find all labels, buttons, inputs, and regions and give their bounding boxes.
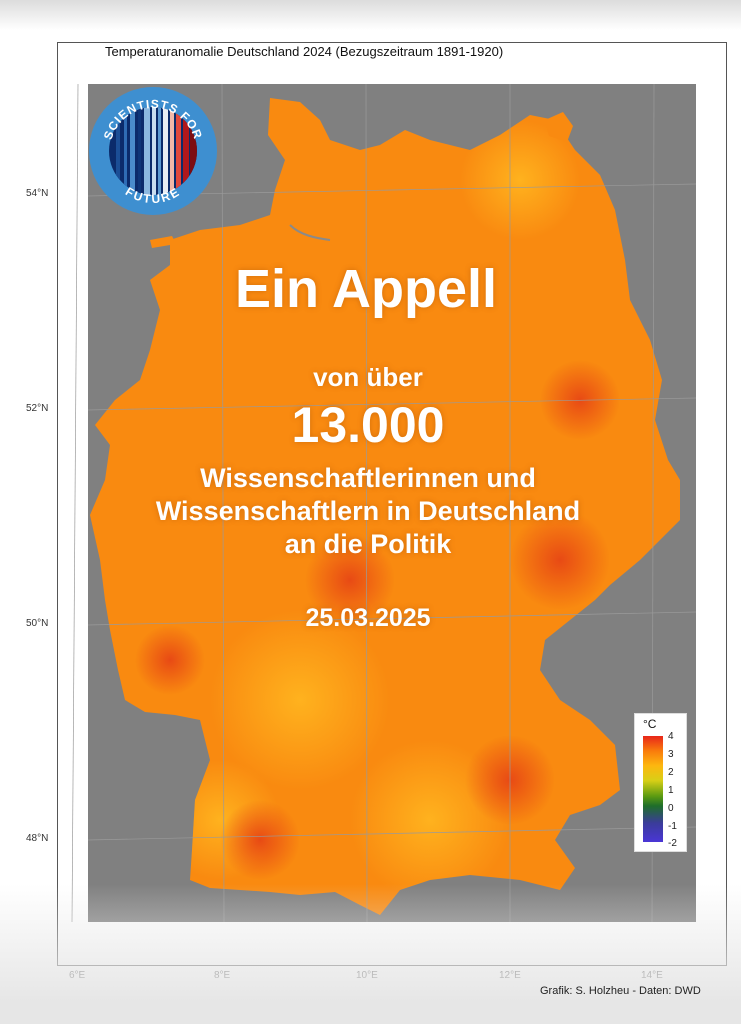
appeal-line-3: an die Politik [284,529,452,559]
lon-label-12: 12°E [499,970,521,981]
subtitle-von-ueber: von über [313,362,423,392]
map-title: Temperaturanomalie Deutschland 2024 (Bez… [105,44,504,59]
scientists-for-future-logo: SCIENTISTS FOR FUTURE [89,87,217,215]
lat-label-54: 54°N [26,188,49,199]
lon-label-10: 10°E [356,970,378,981]
legend-tick-neg2: -2 [668,838,677,849]
lat-label-50: 50°N [26,618,49,629]
signatory-count: 13.000 [291,397,445,453]
svg-text:FUTURE: FUTURE [123,184,183,206]
appeal-line-1: Wissenschaftlerinnen und [200,463,536,493]
appeal-description: Wissenschaftlerinnen und Wissenschaftler… [88,462,648,561]
lon-label-6: 6°E [69,970,86,981]
lat-label-48: 48°N [26,833,49,844]
appeal-line-2: Wissenschaftlern in Deutschland [155,496,581,526]
map-credit: Grafik: S. Holzheu - Daten: DWD [540,985,701,997]
lat-label-52: 52°N [26,403,49,414]
lon-label-8: 8°E [214,970,231,981]
legend-unit: °C [643,717,657,731]
lon-label-14: 14°E [641,970,663,981]
legend-tick-4: 4 [668,731,674,742]
logo-text-bottom: FUTURE [123,184,181,206]
headline: Ein Appell [234,259,497,319]
legend-tick-3: 3 [668,749,674,760]
legend-tick-2: 2 [668,767,674,778]
legend-tick-1: 1 [668,785,674,796]
legend-tick-neg1: -1 [668,821,677,832]
temperature-legend: °C 4 3 2 1 0 -1 -2 [634,713,687,852]
top-shade [0,0,741,30]
legend-tick-0: 0 [668,803,674,814]
appeal-date: 25.03.2025 [305,604,431,632]
legend-colorbar [643,736,663,842]
